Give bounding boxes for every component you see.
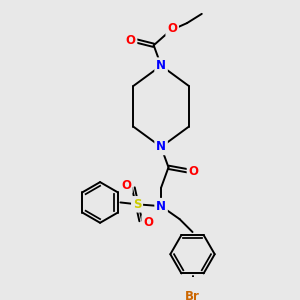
Text: N: N [156,59,166,72]
Text: O: O [121,179,131,192]
Text: O: O [126,34,136,47]
Text: N: N [156,200,166,213]
Text: Br: Br [185,290,200,300]
Text: O: O [167,22,177,35]
Text: O: O [143,216,153,229]
Text: O: O [188,164,198,178]
Text: N: N [156,140,166,154]
Text: S: S [133,198,141,211]
